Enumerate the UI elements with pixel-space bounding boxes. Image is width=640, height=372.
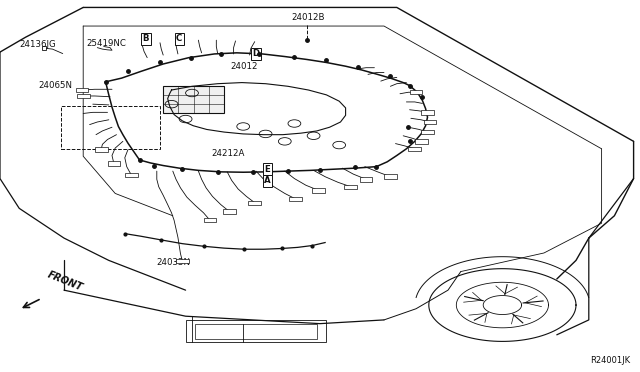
Bar: [384, 174, 397, 179]
Text: 25419NC: 25419NC: [86, 39, 126, 48]
Text: 24065N: 24065N: [38, 81, 72, 90]
Text: R24001JK: R24001JK: [590, 356, 630, 365]
Bar: [108, 161, 120, 166]
Bar: [248, 201, 261, 205]
Text: A: A: [264, 176, 271, 185]
Bar: [421, 110, 434, 115]
Text: D: D: [252, 49, 260, 58]
Bar: [204, 218, 216, 222]
Bar: [410, 90, 422, 94]
Bar: [163, 86, 224, 113]
Bar: [77, 94, 90, 98]
Bar: [95, 147, 108, 152]
Bar: [176, 259, 189, 263]
Bar: [344, 185, 357, 189]
Text: FRONT: FRONT: [46, 270, 84, 293]
Bar: [76, 88, 88, 92]
Bar: [421, 130, 434, 134]
Bar: [186, 320, 326, 342]
Bar: [415, 139, 428, 144]
Text: E: E: [265, 165, 270, 174]
Text: 24212A: 24212A: [211, 150, 244, 158]
Bar: [312, 188, 325, 193]
Text: C: C: [176, 34, 182, 43]
Text: 24012: 24012: [230, 62, 258, 71]
Bar: [195, 324, 317, 339]
Bar: [289, 197, 302, 201]
Text: 24136JG: 24136JG: [19, 40, 56, 49]
Text: 24012B: 24012B: [291, 13, 324, 22]
Bar: [360, 177, 372, 182]
Bar: [424, 120, 436, 124]
Text: 24033N: 24033N: [157, 258, 191, 267]
Bar: [61, 106, 160, 149]
Bar: [408, 147, 421, 151]
Bar: [223, 209, 236, 214]
Bar: [125, 173, 138, 177]
Text: B: B: [143, 34, 149, 43]
